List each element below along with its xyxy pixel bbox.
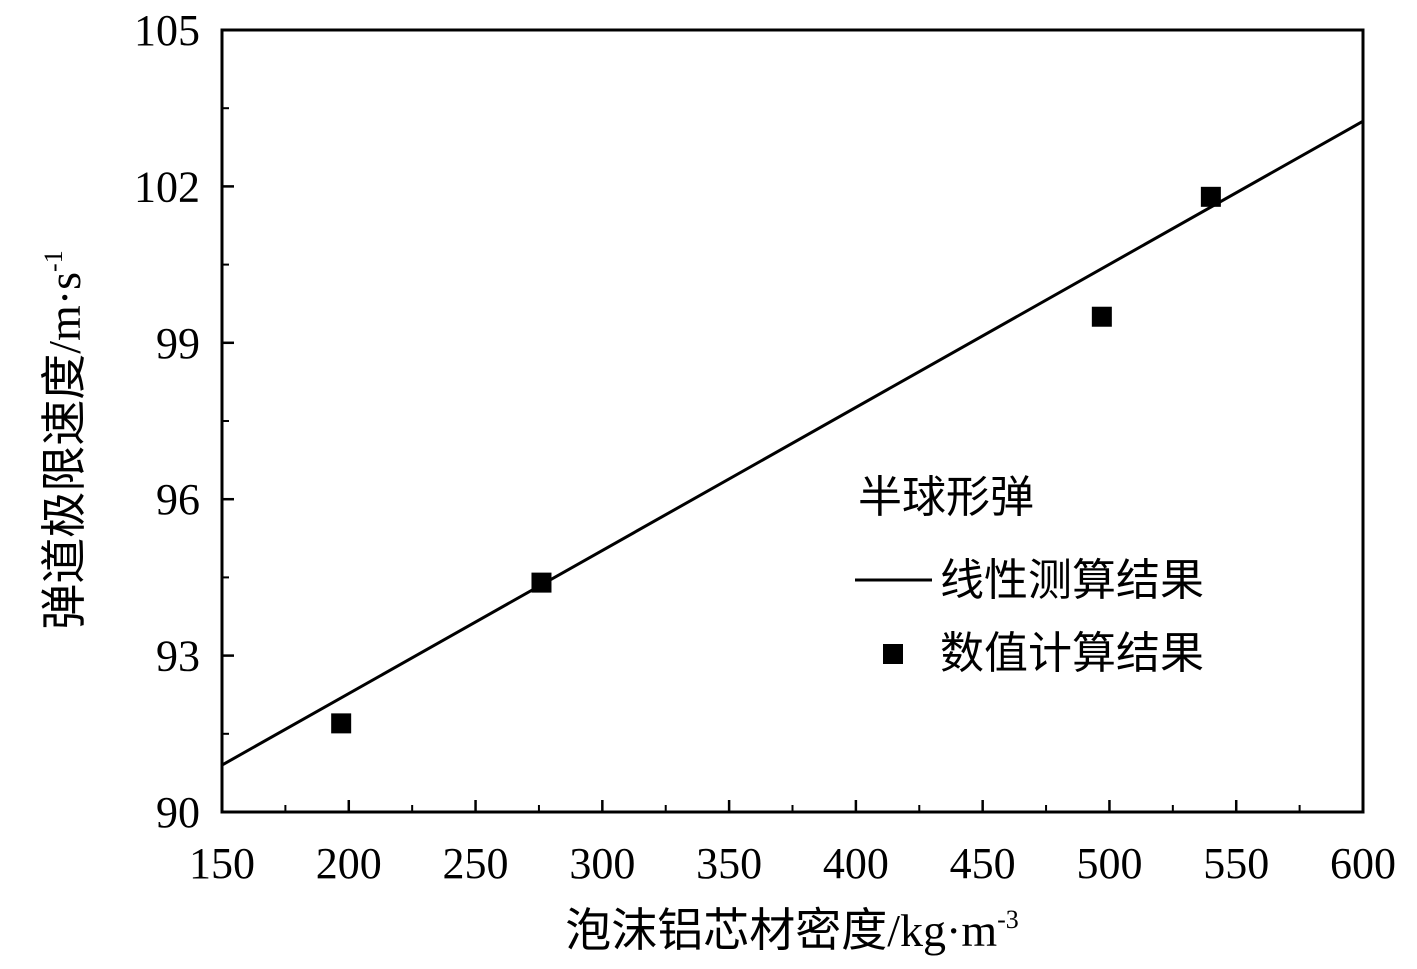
y-axis-title: 弹道极限速度/m·s-1 — [39, 250, 90, 629]
x-tick-label: 300 — [569, 839, 635, 888]
x-tick-label: 550 — [1203, 839, 1269, 888]
x-tick-label: 450 — [950, 839, 1016, 888]
scatter-point — [531, 572, 552, 593]
x-tick-label: 500 — [1076, 839, 1142, 888]
y-tick-label: 93 — [156, 632, 200, 681]
y-tick-label: 102 — [134, 162, 200, 211]
legend-title: 半球形弹 — [858, 473, 1034, 522]
x-tick-label: 250 — [443, 839, 509, 888]
y-tick-label: 105 — [134, 6, 200, 55]
x-tick-label: 200 — [316, 839, 382, 888]
legend-label-scatter: 数值计算结果 — [940, 629, 1204, 678]
legend-label-line: 线性测算结果 — [940, 556, 1204, 605]
y-axis-title-superscript: -1 — [39, 250, 68, 272]
y-tick-label: 99 — [156, 319, 200, 368]
x-axis-title-text: 泡沫铝芯材密度/kg·m — [565, 905, 997, 956]
x-tick-label: 600 — [1330, 839, 1396, 888]
y-tick-label: 96 — [156, 475, 200, 524]
legend: 半球形弹 线性测算结果 数值计算结果 — [855, 473, 1204, 678]
legend-square-swatch — [883, 644, 903, 664]
y-tick-labels: 90 93 96 99 102 105 — [134, 6, 200, 837]
x-tick-label: 400 — [823, 839, 889, 888]
x-axis-title-superscript: -3 — [997, 905, 1019, 934]
series-layer — [221, 119, 1364, 767]
x-tick-labels: 150 200 250 300 350 400 450 500 550 600 — [189, 839, 1396, 888]
axis-ticks — [220, 28, 1365, 814]
scatter-point — [331, 713, 352, 734]
plot-area-frame — [220, 28, 1365, 814]
y-tick-label: 90 — [156, 788, 200, 837]
scatter-point — [1091, 306, 1112, 327]
x-axis-title: 泡沫铝芯材密度/kg·m-3 — [565, 905, 1019, 956]
series-line-fit — [221, 119, 1364, 767]
y-axis-title-text: 弹道极限速度/m·s — [39, 272, 90, 630]
scatter-point — [1200, 186, 1221, 207]
x-tick-label: 150 — [189, 839, 255, 888]
x-tick-label: 350 — [696, 839, 762, 888]
